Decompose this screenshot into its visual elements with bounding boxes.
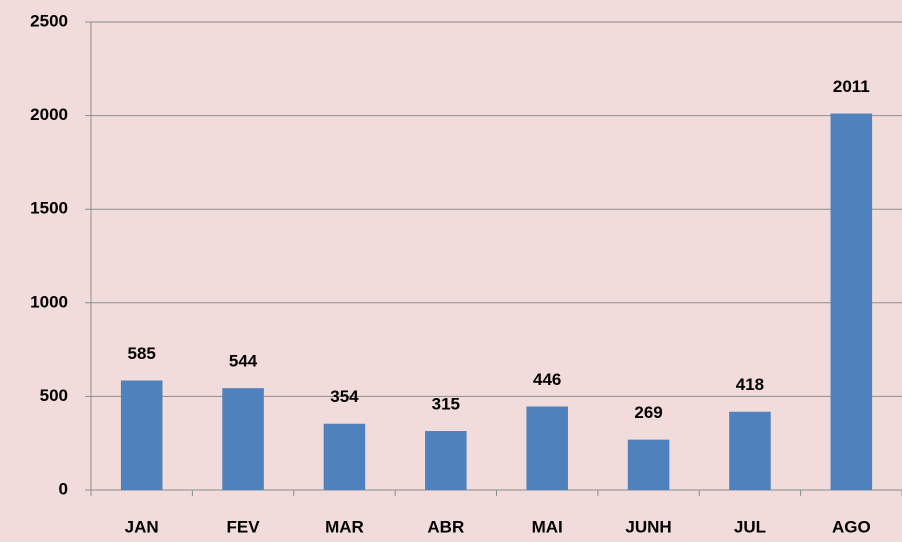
data-label: 418 [736, 375, 764, 394]
data-label: 544 [229, 352, 258, 371]
y-tick-label: 0 [59, 479, 68, 498]
y-tick-label: 1000 [30, 292, 68, 311]
bar [323, 423, 366, 490]
x-tick-label: FEV [227, 517, 261, 536]
x-tick-label: JUNH [625, 517, 671, 536]
y-tick-label: 2000 [30, 105, 68, 124]
data-label: 354 [330, 387, 359, 406]
data-label: 585 [128, 344, 156, 363]
x-tick-label: AGO [832, 517, 871, 536]
bar [425, 431, 467, 490]
data-label: 315 [432, 395, 460, 414]
bar [729, 411, 771, 490]
bar [222, 388, 264, 490]
data-label: 2011 [833, 77, 870, 96]
y-tick-label: 1500 [30, 199, 68, 218]
bar [526, 406, 568, 490]
y-tick-label: 2500 [30, 11, 68, 30]
data-label: 269 [634, 403, 662, 422]
x-tick-label: MAR [325, 517, 364, 536]
bar [830, 113, 873, 490]
bar [627, 439, 670, 490]
x-tick-label: JUL [734, 517, 766, 536]
y-tick-label: 500 [40, 386, 68, 405]
data-label: 446 [533, 370, 561, 389]
x-tick-label: ABR [427, 517, 464, 536]
bar [120, 380, 163, 490]
x-tick-label: MAI [532, 517, 563, 536]
x-tick-label: JAN [125, 517, 159, 536]
